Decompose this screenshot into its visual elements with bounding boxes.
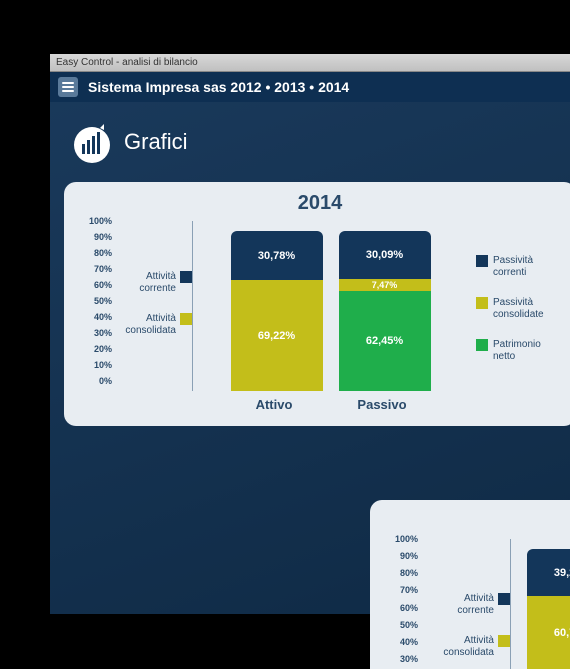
legend-swatch: [476, 297, 488, 309]
left-legend: Attivitàcorrente Attivitàconsolidata: [114, 221, 192, 391]
legend-swatch: [180, 271, 192, 283]
y-tick: 100%: [395, 534, 418, 544]
right-legend: Passivitàcorrenti Passivitàconsolidate Pat…: [468, 221, 564, 391]
legend-label: Passivitàcorrenti: [493, 255, 533, 279]
y-tick: 30%: [94, 328, 112, 338]
y-tick: 100%: [89, 216, 112, 226]
legend-swatch: [498, 593, 510, 605]
legend-item: Attivitàconsolidata: [443, 635, 510, 659]
section-title: Grafici: [124, 129, 188, 155]
stacked-bar: 60,74%39,26%: [527, 549, 570, 669]
bars-area: 69,22%30,78%62,45%7,47%30,09%: [192, 221, 468, 391]
bar-label: Passivo: [336, 397, 428, 412]
legend-label: Attivitàcorrente: [139, 271, 176, 295]
left-legend: Attivitàcorrente Attivitàconsolidata: [420, 539, 510, 669]
bar-segment: 7,47%: [339, 279, 431, 291]
menu-icon[interactable]: [58, 77, 78, 97]
stacked-bar: 69,22%30,78%: [231, 231, 323, 391]
y-tick: 70%: [400, 585, 418, 595]
bars-area: 60,74%39,26%: [510, 539, 570, 669]
chart-2013-partial: 20 100% 90% 80% 70% 60% 50% 40% 30% Attivitàcor…: [370, 500, 570, 669]
legend-label: Passivitàconsolidate: [493, 297, 544, 321]
bar-segment: 69,22%: [231, 280, 323, 391]
legend-label: Patrimonionetto: [493, 339, 541, 363]
bar-segment: 30,09%: [339, 231, 431, 279]
bar-segment: 39,26%: [527, 549, 570, 596]
section-header: Grafici: [70, 120, 570, 164]
legend-label: Attivitàcorrente: [457, 593, 494, 617]
y-tick: 40%: [400, 637, 418, 647]
legend-item: Passivitàcorrenti: [476, 255, 533, 279]
bar-labels: Attivo Passivo: [76, 397, 564, 412]
chart-2014: 2014 100% 90% 80% 70% 60% 50% 40% 30% 20% 10% 0% A…: [64, 182, 570, 426]
chart-year: 20: [382, 510, 570, 533]
header-title: Sistema Impresa sas 2012 • 2013 • 2014: [88, 79, 349, 95]
y-tick: 90%: [94, 232, 112, 242]
content-area: Grafici 2014 100%90%80%70%60%50%40%30%20…: [50, 102, 570, 462]
y-tick: 50%: [400, 620, 418, 630]
legend-label: Attivitàconsolidata: [125, 313, 176, 337]
app-header: Sistema Impresa sas 2012 • 2013 • 2014: [50, 72, 570, 102]
legend-item: Patrimonionetto: [476, 339, 541, 363]
bar-segment: 62,45%: [339, 291, 431, 391]
legend-swatch: [476, 255, 488, 267]
chart-logo-icon: [70, 120, 114, 164]
y-tick: 10%: [94, 360, 112, 370]
legend-item: Attivitàconsolidata: [125, 313, 192, 337]
y-tick: 40%: [94, 312, 112, 322]
bar-label: Attivo: [228, 397, 320, 412]
bar-segment: 60,74%: [527, 596, 570, 669]
window-title: Easy Control - analisi di bilancio: [56, 57, 198, 68]
bar-segment: 30,78%: [231, 231, 323, 280]
y-tick: 50%: [94, 296, 112, 306]
y-tick: 60%: [94, 280, 112, 290]
legend-swatch: [180, 313, 192, 325]
legend-item: Passivitàconsolidate: [476, 297, 544, 321]
y-tick: 90%: [400, 551, 418, 561]
y-tick: 80%: [94, 248, 112, 258]
app-window: Easy Control - analisi di bilancio Siste…: [50, 54, 570, 614]
y-tick: 30%: [400, 654, 418, 664]
y-tick: 80%: [400, 568, 418, 578]
y-axis: 100%90%80%70%60%50%40%30%20%10%0%: [76, 221, 114, 391]
legend-label: Attivitàconsolidata: [443, 635, 494, 659]
stacked-bar: 62,45%7,47%30,09%: [339, 231, 431, 391]
y-tick: 0%: [99, 376, 112, 386]
legend-item: Attivitàcorrente: [457, 593, 510, 617]
legend-swatch: [476, 339, 488, 351]
y-tick: 20%: [94, 344, 112, 354]
y-axis: 100%90%80%70%60%50%40%30%: [382, 539, 420, 669]
legend-swatch: [498, 635, 510, 647]
chart-year: 2014: [76, 192, 564, 215]
y-tick: 70%: [94, 264, 112, 274]
y-tick: 60%: [400, 603, 418, 613]
legend-item: Attivitàcorrente: [139, 271, 192, 295]
window-titlebar: Easy Control - analisi di bilancio: [50, 54, 570, 72]
